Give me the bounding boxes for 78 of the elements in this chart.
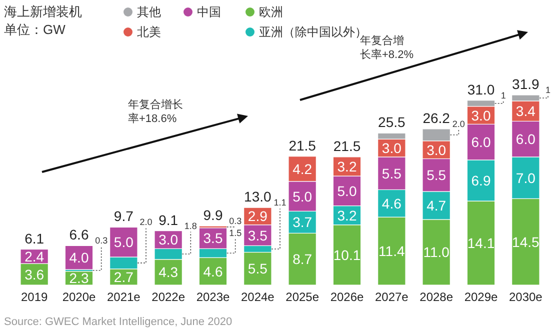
data-label: 1.5 <box>229 228 242 238</box>
total-label: 6.6 <box>69 226 89 243</box>
data-label: 11.4 <box>378 243 405 260</box>
x-tick-label: 2020e <box>62 290 96 304</box>
x-tick-label: 2029e <box>464 290 498 304</box>
chart-title: 海上新增装机 <box>4 4 82 19</box>
x-tick-label: 2024e <box>240 290 275 304</box>
total-label: 9.1 <box>158 212 178 228</box>
data-label: 3.5 <box>203 230 223 246</box>
data-label: 10.1 <box>333 246 361 263</box>
data-label: 5.0 <box>114 234 134 250</box>
x-tick-label: 2026e <box>330 290 364 304</box>
x-tick-label: 2025e <box>286 290 320 304</box>
data-label: 5.0 <box>337 182 357 199</box>
total-label: 21.5 <box>333 138 361 154</box>
total-label: 6.1 <box>24 230 44 246</box>
data-label: 4.6 <box>203 263 223 280</box>
data-label: 14.1 <box>467 235 495 252</box>
data-label: 3.2 <box>337 158 357 174</box>
total-label: 21.5 <box>288 137 316 154</box>
data-label: 4.2 <box>292 160 312 177</box>
data-label: 5.0 <box>292 188 312 204</box>
legend-label: 欧洲 <box>259 5 283 19</box>
data-label: 4.3 <box>158 264 178 280</box>
data-label: 6.0 <box>516 131 536 148</box>
data-label: 3.0 <box>158 232 178 248</box>
data-label: 2.4 <box>24 248 44 264</box>
data-label: 8.7 <box>292 251 312 268</box>
data-label: 0.3 <box>95 236 108 246</box>
source-note: Source: GWEC Market Intelligence, June 2020 <box>4 316 232 328</box>
total-label: 9.9 <box>203 207 223 224</box>
data-label: 1.8 <box>184 220 197 231</box>
data-label: 3.6 <box>24 266 44 282</box>
data-label: 3.4 <box>516 103 536 120</box>
data-label: 5.5 <box>382 165 402 182</box>
total-label: 31.0 <box>467 81 495 98</box>
data-label: 5.5 <box>426 167 446 184</box>
data-label: 0.3 <box>229 216 242 226</box>
data-label: 3.0 <box>471 107 491 124</box>
data-label: 14.5 <box>512 234 540 250</box>
data-label: 6.0 <box>471 134 491 150</box>
data-label: 2.0 <box>140 217 152 228</box>
data-label: 3.2 <box>337 207 357 224</box>
data-label: 3.5 <box>248 227 268 244</box>
data-label: 4.7 <box>426 197 446 214</box>
x-tick-label: 2021e <box>106 290 141 304</box>
x-tick-label: 2030e <box>508 290 543 304</box>
data-label: 2.3 <box>69 270 89 286</box>
data-label: 3.7 <box>292 214 312 230</box>
data-label: 4.0 <box>69 250 89 266</box>
data-label: 11.0 <box>423 244 450 260</box>
x-tick-label: 2019 <box>20 290 48 304</box>
data-label: 2.0 <box>452 118 465 129</box>
total-label: 25.5 <box>378 114 406 130</box>
x-tick-label: 2027e <box>374 290 409 304</box>
x-tick-label: 2028e <box>420 290 454 304</box>
data-label: 2.9 <box>248 208 268 224</box>
annotation: 年复合增长率+18.6% <box>128 98 183 125</box>
data-label: 1 <box>545 85 551 95</box>
data-label: 3.0 <box>382 140 402 156</box>
data-label: 6.9 <box>471 172 491 188</box>
total-label: 13.0 <box>244 188 272 205</box>
x-tick-label: 2022e <box>152 290 186 304</box>
data-label: 7.0 <box>516 170 536 186</box>
data-label: 1.1 <box>274 198 286 208</box>
data-label: 1 <box>500 90 506 100</box>
total-label: 26.2 <box>422 110 450 126</box>
x-tick-label: 2023e <box>196 290 230 304</box>
legend-label: 其他 <box>137 5 161 19</box>
data-label: 5.5 <box>248 260 268 277</box>
chart-subtitle: 单位：GW <box>4 22 66 37</box>
total-label: 31.9 <box>512 76 540 92</box>
legend-label: 中国 <box>197 5 221 19</box>
total-label: 9.7 <box>114 208 134 224</box>
legend-label: 北美 <box>137 25 161 39</box>
data-label: 4.6 <box>382 195 402 212</box>
data-label: 3.0 <box>426 142 446 158</box>
data-label: 2.7 <box>114 268 134 285</box>
